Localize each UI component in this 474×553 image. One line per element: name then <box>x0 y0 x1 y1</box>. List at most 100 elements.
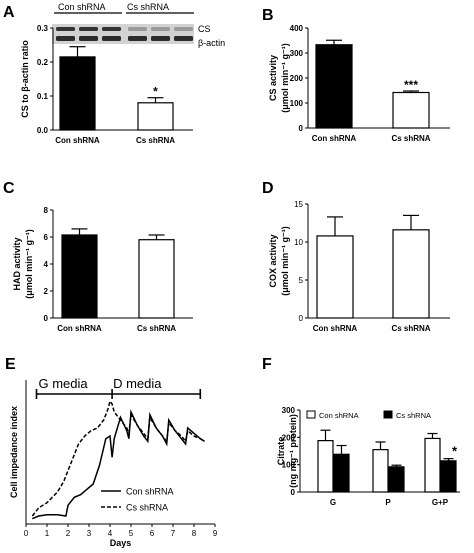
x-tick-label: 5 <box>129 529 134 538</box>
x-tick-label: Cs shRNA <box>391 134 430 143</box>
x-tick-label: 3 <box>87 529 92 538</box>
bar <box>137 102 174 131</box>
panel-letter-a: A <box>3 4 15 21</box>
blot-group-label: Con shRNA <box>58 2 106 12</box>
y-tick-label: 0 <box>291 488 296 497</box>
x-tick-label: Con shRNA <box>57 324 102 333</box>
x-tick-label: Con shRNA <box>313 324 358 333</box>
y-tick-label: 300 <box>282 406 296 415</box>
y-tick-label: 0.3 <box>37 24 49 33</box>
y-tick-label: 0 <box>44 314 49 323</box>
series-line <box>32 409 205 520</box>
panel-letter-d: D <box>262 180 274 197</box>
bar <box>388 466 405 493</box>
blot-band-cs <box>102 27 121 31</box>
y-tick-label: 200 <box>282 433 296 442</box>
x-tick-label: G <box>330 498 336 507</box>
significance-marker: *** <box>404 78 418 92</box>
y-tick-label: 8 <box>44 206 49 215</box>
x-tick-label: Con shRNA <box>312 134 357 143</box>
bar <box>333 453 350 493</box>
x-tick-label: Cs shRNA <box>391 324 430 333</box>
y-tick-label: 4 <box>44 260 49 269</box>
blot-band-actin <box>79 36 98 41</box>
legend-label: Cs shRNA <box>396 411 431 420</box>
blot-band-cs <box>174 27 193 31</box>
y-tick-label: 0.2 <box>37 58 49 67</box>
legend-label: Con shRNA <box>319 411 359 420</box>
significance-marker: * <box>452 444 458 459</box>
x-tick-label: 8 <box>192 529 197 538</box>
legend-swatch <box>383 410 393 419</box>
bar <box>392 229 430 319</box>
blot-band-actin <box>128 36 147 41</box>
y-tick-label: 100 <box>282 461 296 470</box>
y-tick-label: 0 <box>299 124 304 133</box>
blot-band-actin <box>174 36 193 41</box>
phase-label: G media <box>39 376 89 391</box>
bar <box>59 56 96 131</box>
series-line <box>31 399 205 517</box>
y-axis-label: Citrate (ng mg⁻¹ protein) <box>276 414 298 488</box>
x-tick-label: Con shRNA <box>55 136 100 145</box>
blot-band-cs <box>79 27 98 31</box>
y-tick-label: 200 <box>290 74 304 83</box>
y-tick-label: 10 <box>294 238 303 247</box>
panel-letter-b: B <box>262 7 274 24</box>
bar <box>317 440 334 493</box>
blot-band-cs <box>151 27 170 31</box>
panel-letter-e: E <box>5 356 16 373</box>
x-tick-label: G+P <box>432 498 449 507</box>
x-tick-label: 7 <box>171 529 176 538</box>
y-tick-label: 15 <box>294 200 303 209</box>
y-tick-label: 6 <box>44 233 49 242</box>
x-tick-label: Cs shRNA <box>136 136 175 145</box>
y-axis-label: COX activity (μmol min⁻¹ g⁻¹) <box>268 226 290 296</box>
bar <box>392 91 430 129</box>
x-tick-label: 4 <box>108 529 113 538</box>
panel-letter-c: C <box>3 180 15 197</box>
x-tick-label: Cs shRNA <box>137 324 176 333</box>
bar <box>424 437 441 493</box>
blot-band-actin <box>102 36 121 41</box>
bar <box>316 235 354 319</box>
x-tick-label: P <box>385 498 391 507</box>
y-tick-label: 400 <box>290 24 304 33</box>
blot-band-actin <box>151 36 170 41</box>
y-tick-label: 0.0 <box>37 126 49 135</box>
bar <box>440 460 457 493</box>
blot-group-label: Cs shRNA <box>127 2 169 12</box>
blot-band-label: CS <box>198 24 211 34</box>
x-axis-label: Days <box>110 538 132 548</box>
y-axis-label: CS activity (μmol min⁻¹ g⁻¹) <box>268 43 290 113</box>
x-tick-label: 1 <box>45 529 50 538</box>
western-blot: Con shRNA Cs shRNA CS β-actin <box>52 2 225 48</box>
y-tick-label: 300 <box>290 49 304 58</box>
legend-swatch <box>306 410 316 419</box>
panel-letter-f: F <box>262 356 272 373</box>
y-tick-label: 0 <box>299 314 304 323</box>
y-tick-label: 5 <box>299 276 304 285</box>
x-tick-label: 6 <box>150 529 155 538</box>
significance-marker: * <box>153 85 158 99</box>
bar <box>372 449 389 493</box>
y-tick-label: 100 <box>290 99 304 108</box>
blot-band-label: β-actin <box>198 38 225 48</box>
phase-label: D media <box>113 376 162 391</box>
x-tick-label: 2 <box>66 529 71 538</box>
blot-band-cs <box>56 27 75 31</box>
y-axis-label: Cell impedance index <box>9 406 19 498</box>
bar <box>138 239 175 319</box>
blot-band-cs <box>128 27 147 31</box>
y-tick-label: 0.1 <box>37 92 49 101</box>
x-tick-label: 9 <box>213 529 218 538</box>
x-tick-label: 0 <box>24 529 29 538</box>
y-axis-label: CS to β-actin ratio <box>20 40 30 118</box>
bar <box>315 44 353 129</box>
y-axis-label: HAD activity (μmol min⁻¹ g⁻¹) <box>12 229 34 299</box>
blot-band-actin <box>56 36 75 41</box>
y-tick-label: 2 <box>44 287 49 296</box>
legend-label: Cs shRNA <box>126 503 168 513</box>
legend-label: Con shRNA <box>126 487 174 497</box>
